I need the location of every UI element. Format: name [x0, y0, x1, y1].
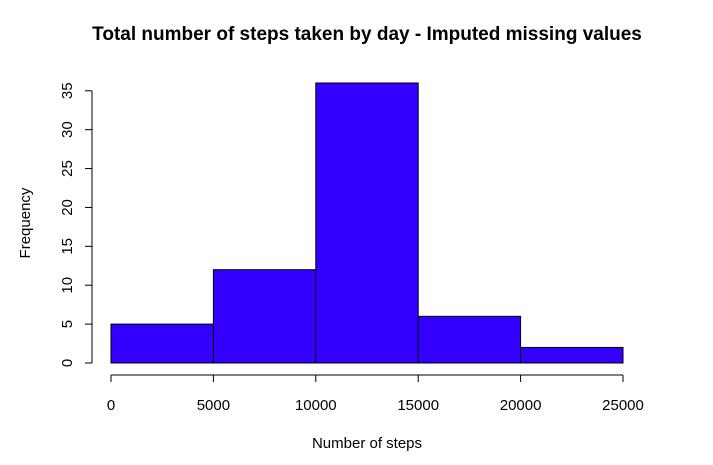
x-tick-label-3: 15000: [397, 397, 439, 414]
x-tick-label-2: 10000: [295, 397, 337, 414]
histogram-bar-2: [315, 82, 419, 364]
x-tick-label-4: 20000: [500, 397, 542, 414]
y-axis-label: Frequency: [17, 187, 34, 258]
y-tick-label-7: 35: [59, 82, 76, 99]
histogram-bar-0: [110, 323, 214, 364]
x-tick-label-0: 0: [107, 397, 115, 414]
histogram-bar-1: [212, 269, 317, 364]
histogram-bar-4: [520, 346, 624, 364]
y-tick-label-2: 10: [59, 277, 76, 294]
x-axis: 0 5000 10000 15000 20000 25000: [107, 374, 644, 414]
y-tick-label-4: 20: [59, 199, 76, 216]
histogram-bar-3: [417, 315, 522, 364]
y-tick-label-0: 0: [59, 359, 76, 367]
x-tick-label-5: 25000: [602, 397, 644, 414]
y-axis: 0 5 10 15 20 25 30 35: [59, 82, 93, 367]
chart-title: Total number of steps taken by day - Imp…: [92, 24, 642, 45]
y-tick-label-6: 30: [59, 121, 76, 138]
y-tick-label-3: 15: [59, 238, 76, 255]
bars-group: [110, 82, 624, 364]
x-tick-label-1: 5000: [197, 397, 230, 414]
y-tick-label-5: 25: [59, 160, 76, 177]
y-tick-label-1: 5: [59, 320, 76, 328]
x-axis-label: Number of steps: [312, 435, 422, 452]
